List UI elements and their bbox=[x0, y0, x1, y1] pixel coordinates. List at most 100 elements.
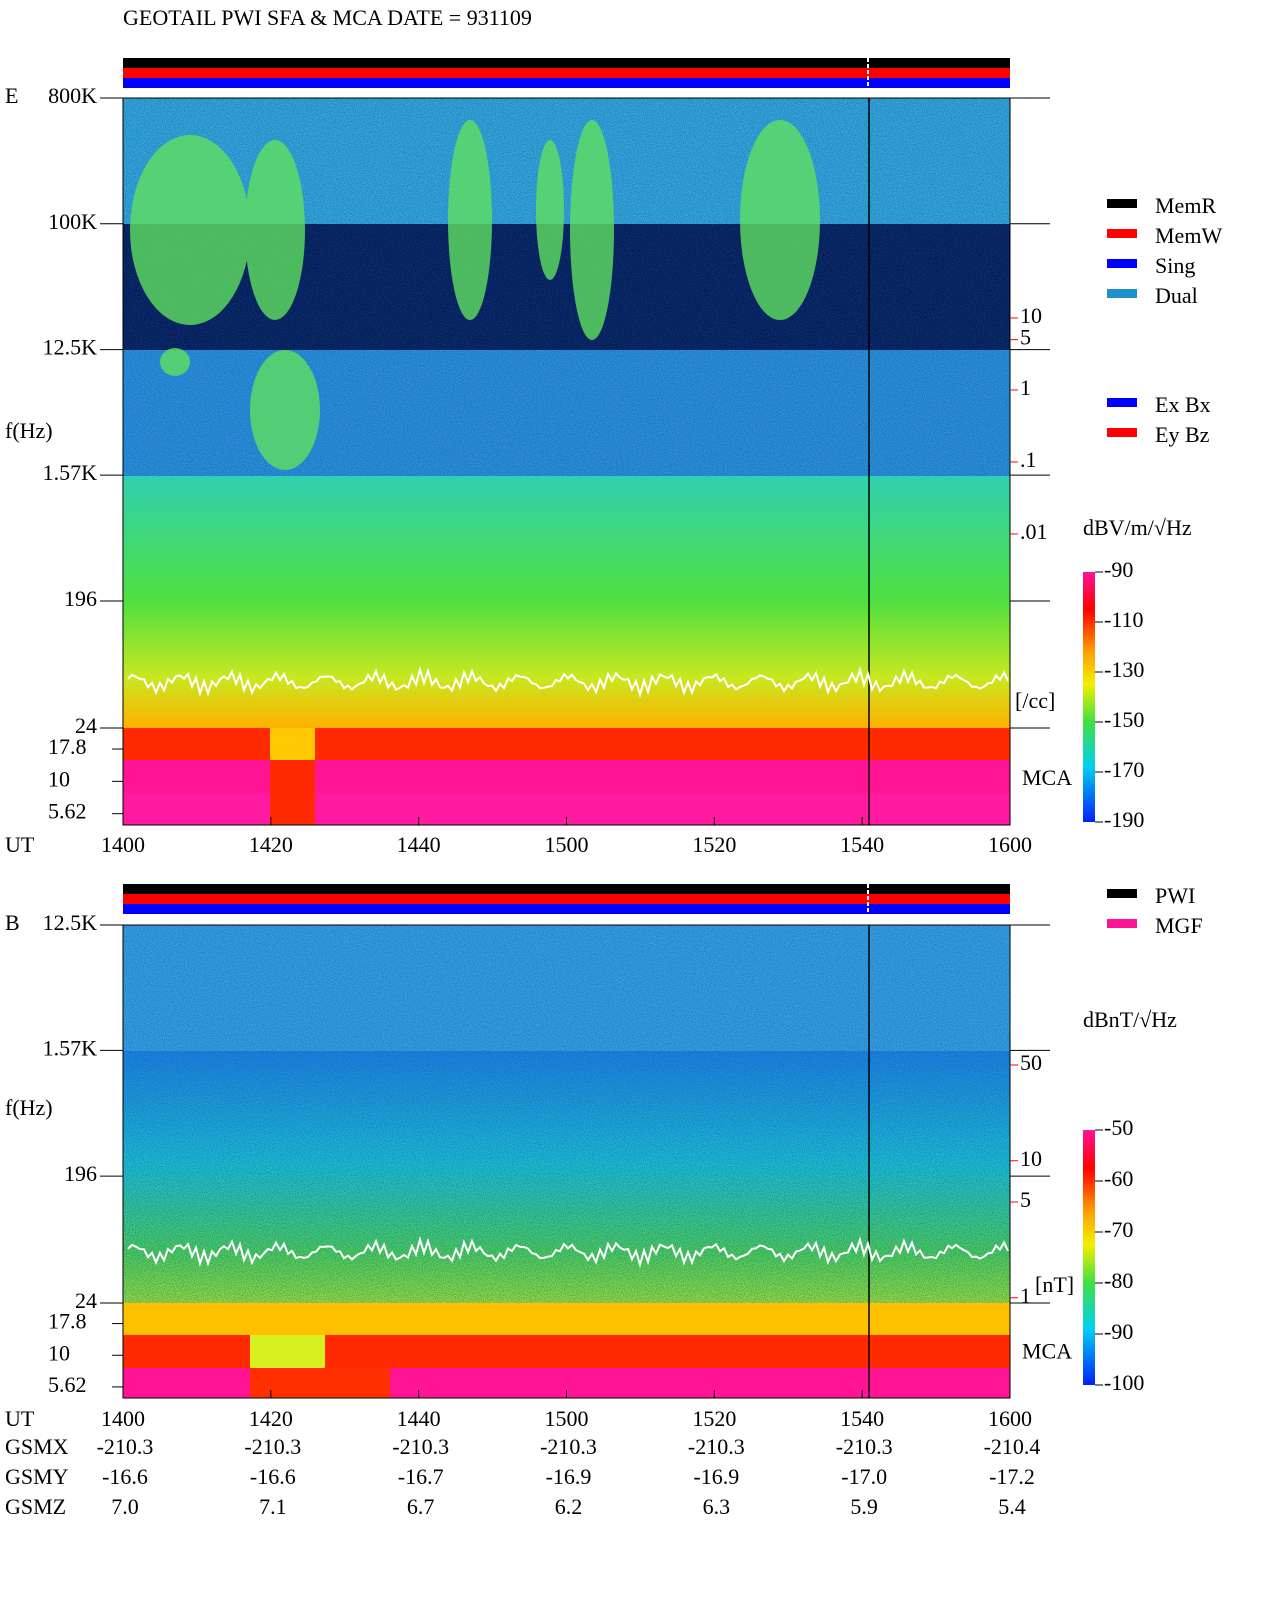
colorbar bbox=[1083, 572, 1095, 822]
band bbox=[123, 476, 1010, 728]
colorbar-tick-label: -50 bbox=[1104, 1115, 1133, 1140]
legend-label: MGF bbox=[1155, 913, 1203, 938]
status-bar bbox=[123, 884, 1010, 894]
orbit-value: 5.4 bbox=[998, 1494, 1026, 1519]
aux-tick-label: 1 bbox=[1020, 1283, 1031, 1308]
y-tick-label: 800K bbox=[48, 83, 97, 108]
aux-tick-label: 10 bbox=[1020, 303, 1042, 328]
legend-label: MemW bbox=[1155, 223, 1222, 248]
orbit-value: 6.2 bbox=[555, 1494, 583, 1519]
status-bar bbox=[123, 78, 1010, 88]
orbit-value: 6.3 bbox=[703, 1494, 731, 1519]
spectrogram-e bbox=[123, 98, 1010, 825]
orbit-value: -210.3 bbox=[540, 1434, 597, 1459]
colorbar-tick-label: -130 bbox=[1104, 657, 1144, 682]
title: GEOTAIL PWI SFA & MCA DATE = 931109 bbox=[123, 5, 532, 30]
aux-unit: [/cc] bbox=[1015, 688, 1055, 713]
colorbar bbox=[1083, 1130, 1095, 1385]
y-tick-label: 196 bbox=[64, 1161, 97, 1186]
status-bar bbox=[123, 68, 1010, 78]
colorbar-tick-label: -190 bbox=[1104, 807, 1144, 832]
colorbar-tick-label: -110 bbox=[1104, 607, 1144, 632]
colorbar-tick-label: -90 bbox=[1104, 557, 1133, 582]
trace bbox=[127, 665, 1009, 699]
x-tick-label: 1540 bbox=[840, 832, 884, 857]
orbit-value: -16.9 bbox=[546, 1464, 592, 1489]
status-bar bbox=[123, 904, 1010, 914]
mca-tick-label: 5.62 bbox=[48, 1372, 87, 1397]
orbit-label: GSMY bbox=[5, 1464, 69, 1489]
colorbar-tick-label: -170 bbox=[1104, 757, 1144, 782]
y-axis-label: f(Hz) bbox=[5, 1095, 53, 1120]
colorbar-tick-label: -70 bbox=[1104, 1217, 1133, 1242]
spectrogram-b bbox=[123, 925, 1010, 1398]
orbit-label: GSMZ bbox=[5, 1494, 66, 1519]
legend-label: Sing bbox=[1155, 253, 1195, 278]
legend-label: MemR bbox=[1155, 193, 1216, 218]
x-tick-label: 1600 bbox=[988, 832, 1032, 857]
orbit-value: -210.3 bbox=[244, 1434, 301, 1459]
x-tick-label: 1440 bbox=[397, 832, 441, 857]
x-tick-label: 1420 bbox=[249, 832, 293, 857]
orbit-value: -16.7 bbox=[398, 1464, 444, 1489]
x-tick-label: 1420 bbox=[249, 1406, 293, 1431]
x-tick-label: 1520 bbox=[692, 832, 736, 857]
y-axis-label: f(Hz) bbox=[5, 418, 53, 443]
y-tick-label: 12.5K bbox=[43, 335, 98, 360]
x-tick-label: 1500 bbox=[545, 832, 589, 857]
mca-band bbox=[250, 1368, 390, 1398]
mca-label: MCA bbox=[1022, 765, 1072, 790]
mca-band bbox=[270, 728, 315, 760]
y-tick-label: 24 bbox=[75, 713, 97, 738]
legend-swatch bbox=[1107, 289, 1137, 298]
x-axis-label: UT bbox=[5, 832, 35, 857]
mca-band bbox=[250, 1335, 325, 1368]
aux-tick-label: 10 bbox=[1020, 1146, 1042, 1171]
orbit-value: 7.1 bbox=[259, 1494, 287, 1519]
orbit-value: -17.2 bbox=[989, 1464, 1035, 1489]
x-tick-label: 1400 bbox=[101, 832, 145, 857]
legend-label: PWI bbox=[1155, 883, 1195, 908]
colorbar-tick-label: -60 bbox=[1104, 1166, 1133, 1191]
legend-label: Ex Bx bbox=[1155, 392, 1211, 417]
legend-swatch bbox=[1107, 919, 1137, 928]
legend-swatch bbox=[1107, 229, 1137, 238]
mca-tick-label: 10 bbox=[48, 1340, 70, 1365]
x-tick-label: 1600 bbox=[988, 1406, 1032, 1431]
colorbar-label: dBnT/√Hz bbox=[1083, 1007, 1177, 1032]
status-bar bbox=[123, 894, 1010, 904]
mca-band bbox=[123, 728, 1010, 760]
legend-label: Ey Bz bbox=[1155, 422, 1210, 447]
orbit-value: -210.3 bbox=[97, 1434, 154, 1459]
y-tick-label: 12.5K bbox=[43, 910, 98, 935]
orbit-value: -210.4 bbox=[984, 1434, 1041, 1459]
legend-swatch bbox=[1107, 889, 1137, 898]
legend-label: Dual bbox=[1155, 283, 1198, 308]
aux-tick-label: 5 bbox=[1020, 325, 1031, 350]
orbit-value: 5.9 bbox=[850, 1494, 878, 1519]
trace bbox=[127, 1235, 1009, 1269]
colorbar-tick-label: -100 bbox=[1104, 1370, 1144, 1395]
aux-tick-label: .1 bbox=[1020, 447, 1037, 472]
x-tick-label: 1500 bbox=[545, 1406, 589, 1431]
orbit-value: 7.0 bbox=[111, 1494, 139, 1519]
x-tick-label: 1400 bbox=[101, 1406, 145, 1431]
colorbar-label: dBV/m/√Hz bbox=[1083, 515, 1192, 540]
mca-band bbox=[123, 1303, 1010, 1335]
x-tick-label: 1540 bbox=[840, 1406, 884, 1431]
mca-band bbox=[270, 760, 315, 825]
orbit-value: -16.9 bbox=[693, 1464, 739, 1489]
texture bbox=[123, 925, 1010, 1303]
y-tick-label: 196 bbox=[64, 586, 97, 611]
legend-swatch bbox=[1107, 398, 1137, 407]
panel-label: E bbox=[5, 83, 18, 108]
orbit-value: -210.3 bbox=[688, 1434, 745, 1459]
aux-tick-label: 1 bbox=[1020, 375, 1031, 400]
legend-swatch bbox=[1107, 259, 1137, 268]
bursts bbox=[130, 120, 820, 470]
mca-label: MCA bbox=[1022, 1339, 1072, 1364]
orbit-value: 6.7 bbox=[407, 1494, 435, 1519]
colorbar-tick-label: -150 bbox=[1104, 707, 1144, 732]
